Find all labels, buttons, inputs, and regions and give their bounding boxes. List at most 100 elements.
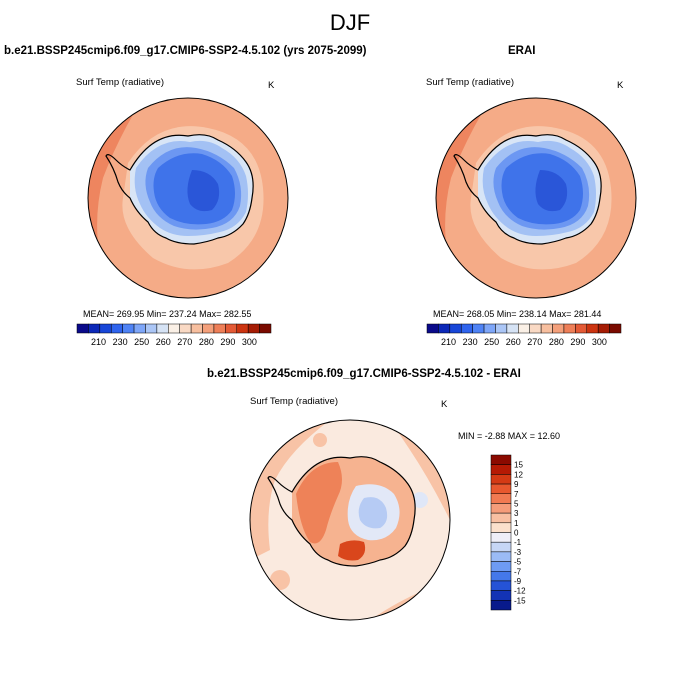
left-colorbar-swatch <box>122 323 135 334</box>
diff-colorbar-tick-label: 5 <box>514 499 519 508</box>
left-colorbar-swatch <box>133 323 146 334</box>
right-colorbar-swatch <box>529 323 542 334</box>
left-colorbar-swatch <box>179 323 192 334</box>
right-colorbar-swatch <box>438 323 451 334</box>
left-colorbar-swatch <box>110 323 123 334</box>
right-colorbar-tick-label: 300 <box>592 337 607 347</box>
left-colorbar-swatch <box>88 323 101 334</box>
left-colorbar-tick-label: 300 <box>242 337 257 347</box>
left-stats-text: MEAN= 269.95 Min= 237.24 Max= 282.55 <box>83 309 252 319</box>
right-colorbar-swatch <box>449 323 462 334</box>
diff-variable-label: Surf Temp (radiative) <box>250 396 338 407</box>
left-colorbar-swatch <box>76 323 89 334</box>
left-colorbar-swatch <box>156 323 169 334</box>
left-polar-map <box>87 97 289 299</box>
right-polar-map <box>435 97 637 299</box>
right-units-label: K <box>617 80 624 91</box>
diff-colorbar-swatch <box>490 600 512 611</box>
diff-colorbar-swatch <box>490 561 512 572</box>
left-colorbar-swatch <box>202 323 215 334</box>
right-colorbar-swatch <box>609 323 622 334</box>
diff-colorbar-tick-label: -12 <box>514 587 526 596</box>
diff-colorbar-swatch <box>490 590 512 601</box>
right-colorbar-tick-label: 270 <box>527 337 542 347</box>
right-variable-label: Surf Temp (radiative) <box>426 77 514 88</box>
right-colorbar-swatch <box>563 323 576 334</box>
diff-colorbar-tick-label: 0 <box>514 529 519 538</box>
right-colorbar-swatch <box>472 323 485 334</box>
diff-colorbar-swatch <box>490 483 512 494</box>
left-colorbar-swatch <box>168 323 180 334</box>
diff-colorbar-swatch <box>490 580 512 591</box>
left-colorbar-swatch <box>145 323 158 334</box>
left-panel-title: b.e21.BSSP245cmip6.f09_g17.CMIP6-SSP2-4.… <box>4 45 367 57</box>
diff-colorbar-tick-label: -5 <box>514 558 522 567</box>
right-colorbar-swatch <box>495 323 508 334</box>
right-colorbar-tick-label: 250 <box>484 337 499 347</box>
right-colorbar-tick-label: 260 <box>506 337 521 347</box>
diff-colorbar-swatch <box>490 493 512 504</box>
left-colorbar-tick-label: 250 <box>134 337 149 347</box>
left-colorbar-tick-label: 260 <box>156 337 171 347</box>
right-colorbar-swatch <box>575 323 588 334</box>
left-colorbar-swatch <box>225 323 238 334</box>
diff-colorbar-swatch <box>490 464 512 475</box>
diff-panel-title: b.e21.BSSP245cmip6.f09_g17.CMIP6-SSP2-4.… <box>207 368 521 380</box>
right-colorbar-swatch <box>586 323 599 334</box>
right-colorbar-swatch <box>518 323 530 334</box>
diff-colorbar-swatch <box>490 503 512 514</box>
right-colorbar-swatch <box>506 323 519 334</box>
diff-colorbar-swatch <box>490 541 512 553</box>
right-colorbar-tick-label: 230 <box>463 337 478 347</box>
right-colorbar-swatch <box>552 323 565 334</box>
right-colorbar-swatch <box>426 323 439 334</box>
right-colorbar-swatch <box>597 323 610 334</box>
diff-colorbar-tick-label: -3 <box>514 548 522 557</box>
left-colorbar-tick-label: 230 <box>113 337 128 347</box>
diff-colorbar-tick-label: 1 <box>514 519 519 528</box>
left-colorbar-swatch <box>236 323 249 334</box>
diff-colorbar-tick-label: -7 <box>514 567 522 576</box>
figure-title: DJF <box>329 10 371 35</box>
diff-stats-text: MIN = -2.88 MAX = 12.60 <box>458 431 561 441</box>
right-stats-text: MEAN= 268.05 Min= 238.14 Max= 281.44 <box>433 309 602 319</box>
diff-colorbar-tick-label: 12 <box>514 470 523 479</box>
left-colorbar-tick-label: 210 <box>91 337 106 347</box>
diff-colorbar-swatch <box>490 571 512 582</box>
diff-colorbar-swatch <box>490 522 512 533</box>
right-colorbar-swatch <box>483 323 496 334</box>
diff-colorbar-tick-label: -9 <box>514 577 522 586</box>
left-colorbar-swatch <box>99 323 112 334</box>
right-colorbar-tick-label: 280 <box>549 337 564 347</box>
diff-colorbar-swatch <box>490 474 512 485</box>
diff-colorbar-swatch <box>490 551 512 562</box>
right-colorbar-tick-label: 210 <box>441 337 456 347</box>
diff-colorbar-tick-label: 3 <box>514 509 519 518</box>
right-colorbar: 210 230 250 260 270 280 290 300 <box>426 323 622 347</box>
left-colorbar-swatch <box>190 323 203 334</box>
right-colorbar-swatch <box>460 323 473 334</box>
left-colorbar-swatch <box>247 323 260 334</box>
diff-polar-map <box>249 419 451 621</box>
left-colorbar-tick-label: 280 <box>199 337 214 347</box>
diff-colorbar-tick-label: 9 <box>514 480 519 489</box>
left-colorbar-tick-label: 270 <box>177 337 192 347</box>
left-colorbar: 210 230 250 260 270 280 290 300 <box>76 323 272 347</box>
diff-colorbar-swatch <box>490 532 512 543</box>
right-colorbar-tick-label: 290 <box>570 337 585 347</box>
left-colorbar-tick-label: 290 <box>220 337 235 347</box>
left-units-label: K <box>268 80 275 91</box>
left-colorbar-swatch <box>213 323 226 334</box>
left-colorbar-swatch <box>259 323 272 334</box>
right-panel-title: ERAI <box>508 45 536 57</box>
diff-colorbar-tick-label: 7 <box>514 490 519 499</box>
diff-units-label: K <box>441 399 448 410</box>
diff-colorbar-tick-label: -15 <box>514 596 526 605</box>
right-colorbar-swatch <box>540 323 553 334</box>
diff-colorbar-swatch <box>490 454 512 465</box>
diff-colorbar-tick-label: 15 <box>514 461 523 470</box>
diff-colorbar-swatch <box>490 512 512 524</box>
left-variable-label: Surf Temp (radiative) <box>76 77 164 88</box>
